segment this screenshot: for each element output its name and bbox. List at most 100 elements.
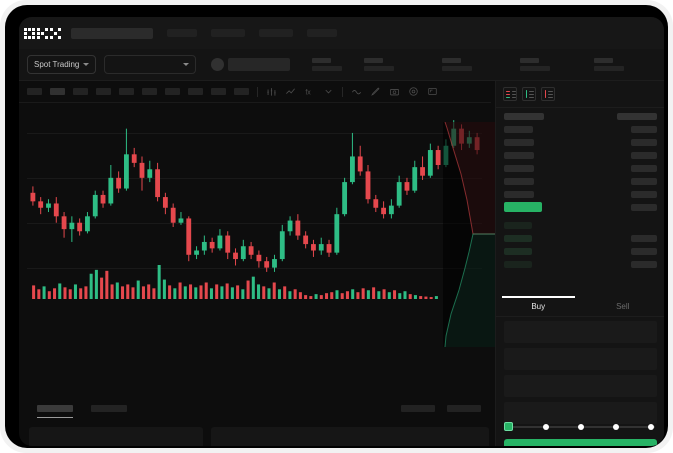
- chart-gridline: [27, 223, 482, 224]
- orderbook-ask-row[interactable]: [504, 191, 534, 198]
- orderbook-ask-row[interactable]: [504, 152, 534, 159]
- svg-text:fx: fx: [305, 89, 311, 96]
- trading-pair-select[interactable]: [104, 55, 197, 74]
- order-form: [504, 321, 657, 429]
- tab-sell[interactable]: Sell: [616, 302, 630, 311]
- orderbook-bid-row[interactable]: [504, 248, 532, 255]
- orderbook-spread-row[interactable]: [504, 202, 542, 212]
- spot-trading-label: Spot Trading: [34, 60, 80, 69]
- chevron-down-icon: [183, 63, 190, 66]
- tab-buy[interactable]: Buy: [496, 296, 581, 316]
- market-stat-1: [312, 58, 343, 71]
- logo-glyph-o: [24, 27, 35, 39]
- search-input[interactable]: [71, 27, 153, 39]
- logo-glyph-x: [50, 27, 61, 39]
- chevron-down-icon[interactable]: [323, 86, 334, 97]
- timeframe-button-6[interactable]: [142, 88, 157, 95]
- orderbook-bid-size: [631, 248, 657, 255]
- orderbook-both-icon[interactable]: [503, 87, 517, 101]
- candlestick-icon[interactable]: [266, 86, 277, 97]
- price-field[interactable]: [504, 348, 657, 370]
- chart-gridline: [27, 178, 482, 179]
- settings-icon[interactable]: [408, 86, 419, 97]
- market-stat-4: [520, 58, 551, 71]
- chevron-down-icon: [83, 63, 90, 66]
- total-field[interactable]: [504, 402, 657, 424]
- orderbook-ask-size: [631, 165, 657, 172]
- bottom-tab-1[interactable]: [37, 404, 73, 418]
- order-type-field[interactable]: [504, 321, 657, 343]
- orderbook-ask-row[interactable]: [504, 139, 534, 146]
- indicator-icon[interactable]: fx: [304, 86, 315, 97]
- orderbook-asks-icon[interactable]: [541, 87, 555, 101]
- orderbook-ask-size: [631, 191, 657, 198]
- orderbook-header-right: [617, 113, 657, 120]
- orderbook-bid-row[interactable]: [504, 235, 532, 242]
- bottom-tab-bar: [19, 397, 491, 419]
- bottom-action-1[interactable]: [401, 404, 435, 412]
- top-navigation-bar: [19, 17, 664, 49]
- orderbook-bid-size: [631, 261, 657, 268]
- order-panel: Buy Sell: [495, 81, 664, 446]
- timeframe-button-9[interactable]: [211, 88, 226, 95]
- timeframe-button-5[interactable]: [119, 88, 134, 95]
- wave-icon[interactable]: [351, 86, 362, 97]
- market-stat-3: [442, 58, 473, 71]
- market-info-bar: Spot Trading: [19, 49, 664, 81]
- slider-step-2[interactable]: [543, 423, 549, 430]
- orderbook-ask-size: [631, 178, 657, 185]
- orderbook-ask-size: [631, 204, 657, 211]
- chart-toolbar: fx: [19, 81, 491, 103]
- amount-percent-slider[interactable]: [504, 421, 657, 433]
- orderbook-bid-row[interactable]: [504, 222, 532, 229]
- fullscreen-icon[interactable]: [427, 86, 438, 97]
- slider-step-4[interactable]: [613, 423, 619, 430]
- spot-trading-dropdown[interactable]: Spot Trading: [27, 55, 97, 74]
- toolbar-divider: [257, 86, 258, 97]
- timeframe-button-4[interactable]: [96, 88, 111, 95]
- last-price-value: [228, 58, 291, 71]
- market-stat-2: [364, 58, 395, 71]
- market-stat-5: [594, 58, 625, 71]
- bottom-action-2[interactable]: [447, 404, 481, 412]
- bottom-panel-right[interactable]: [210, 427, 489, 446]
- orderbook-bid-row[interactable]: [504, 261, 532, 268]
- orderbook-ask-row[interactable]: [504, 126, 533, 133]
- toolbar-divider: [342, 86, 343, 97]
- device-bezel: Spot Trading: [5, 5, 668, 448]
- orderbook-bid-size: [631, 235, 657, 242]
- orderbook-ask-row[interactable]: [504, 178, 534, 185]
- submit-buy-button[interactable]: [504, 439, 657, 446]
- timeframe-button-1[interactable]: [27, 88, 42, 95]
- slider-handle[interactable]: [504, 422, 513, 431]
- nav-link-3[interactable]: [259, 29, 293, 37]
- timeframe-button-8[interactable]: [188, 88, 203, 95]
- slider-step-5[interactable]: [648, 423, 654, 430]
- timeframe-button-10[interactable]: [234, 88, 249, 95]
- nav-link-2[interactable]: [211, 29, 245, 37]
- orderbook-ask-row[interactable]: [504, 165, 534, 172]
- orderbook-ask-size: [631, 152, 657, 159]
- orderbook-ask-size: [631, 126, 657, 133]
- okx-logo-icon[interactable]: [24, 27, 61, 39]
- bottom-tab-2[interactable]: [91, 404, 127, 412]
- orderbook-rows[interactable]: [496, 109, 664, 297]
- orderbook-bids-icon[interactable]: [522, 87, 536, 101]
- bottom-panel-left[interactable]: [29, 427, 203, 446]
- timeframe-button-2[interactable]: [50, 88, 65, 95]
- amount-field[interactable]: [504, 375, 657, 397]
- orderbook-header-left: [504, 113, 544, 120]
- nav-link-1[interactable]: [167, 29, 197, 37]
- slider-step-3[interactable]: [578, 423, 584, 430]
- line-chart-icon[interactable]: [285, 86, 296, 97]
- pencil-icon[interactable]: [370, 86, 381, 97]
- chart-gridline: [27, 133, 482, 134]
- timeframe-button-3[interactable]: [73, 88, 88, 95]
- camera-icon[interactable]: [389, 86, 400, 97]
- nav-link-4[interactable]: [307, 29, 337, 37]
- timeframe-button-7[interactable]: [165, 88, 180, 95]
- orderbook-mode-switch: [496, 81, 664, 108]
- orderbook-ask-size: [631, 139, 657, 146]
- trade-side-tabs: Buy Sell: [496, 296, 664, 317]
- bottom-panels: [29, 427, 489, 446]
